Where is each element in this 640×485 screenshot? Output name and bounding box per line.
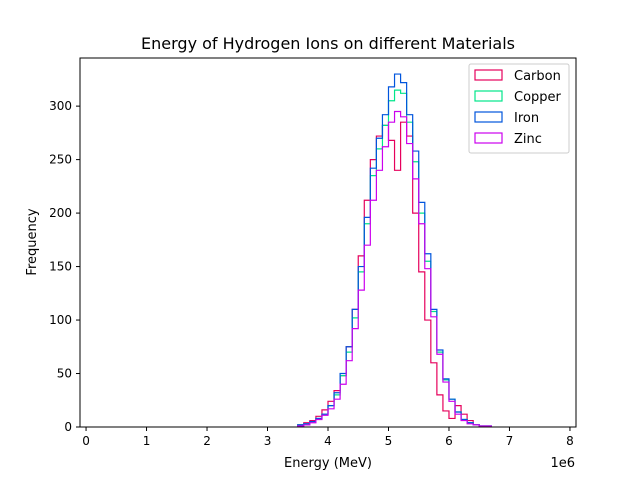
series-carbon-histogram: [297, 121, 480, 427]
legend-label-zinc: Zinc: [514, 132, 542, 147]
y-tick-label: 200: [49, 206, 72, 220]
legend-swatch-carbon: [474, 69, 503, 81]
series-zinc-histogram: [297, 110, 492, 427]
series-layer: [297, 73, 492, 427]
x-tick-label: 5: [385, 434, 393, 448]
x-tick-label: 0: [82, 434, 90, 448]
legend-label-carbon: Carbon: [514, 69, 561, 84]
axes-layer: 0 1 2 3 4 5 6 7 8 0 50 100 150 200 250 300: [49, 57, 577, 448]
series-iron-histogram: [297, 73, 492, 427]
legend: Carbon Copper Iron Zinc: [468, 63, 570, 154]
chart-title: Energy of Hydrogen Ions on different Mat…: [141, 34, 515, 53]
y-tick-label: 50: [57, 367, 72, 381]
legend-box: [468, 63, 570, 154]
y-tick-label: 250: [49, 153, 72, 167]
y-tick-label: 0: [64, 420, 72, 434]
legend-swatch-iron: [474, 111, 503, 123]
x-tick-label: 3: [264, 434, 272, 448]
y-tick-label: 300: [49, 99, 72, 113]
x-tick-label: 4: [324, 434, 332, 448]
legend-swatch-copper: [474, 90, 503, 102]
x-tick-label: 1: [143, 434, 151, 448]
legend-swatch-zinc: [474, 132, 503, 144]
y-tick-label: 150: [49, 260, 72, 274]
legend-label-copper: Copper: [514, 90, 562, 105]
x-tick-label: 7: [506, 434, 514, 448]
y-tick-label: 100: [49, 313, 72, 327]
x-tick-label: 2: [203, 434, 211, 448]
x-axis-offset-label: 1e6: [550, 456, 575, 471]
x-axis-label: Energy (MeV): [284, 456, 372, 471]
x-tick-label: 6: [445, 434, 453, 448]
y-axis-label: Frequency: [25, 208, 40, 275]
legend-label-iron: Iron: [514, 111, 539, 126]
x-tick-label: 8: [566, 434, 574, 448]
